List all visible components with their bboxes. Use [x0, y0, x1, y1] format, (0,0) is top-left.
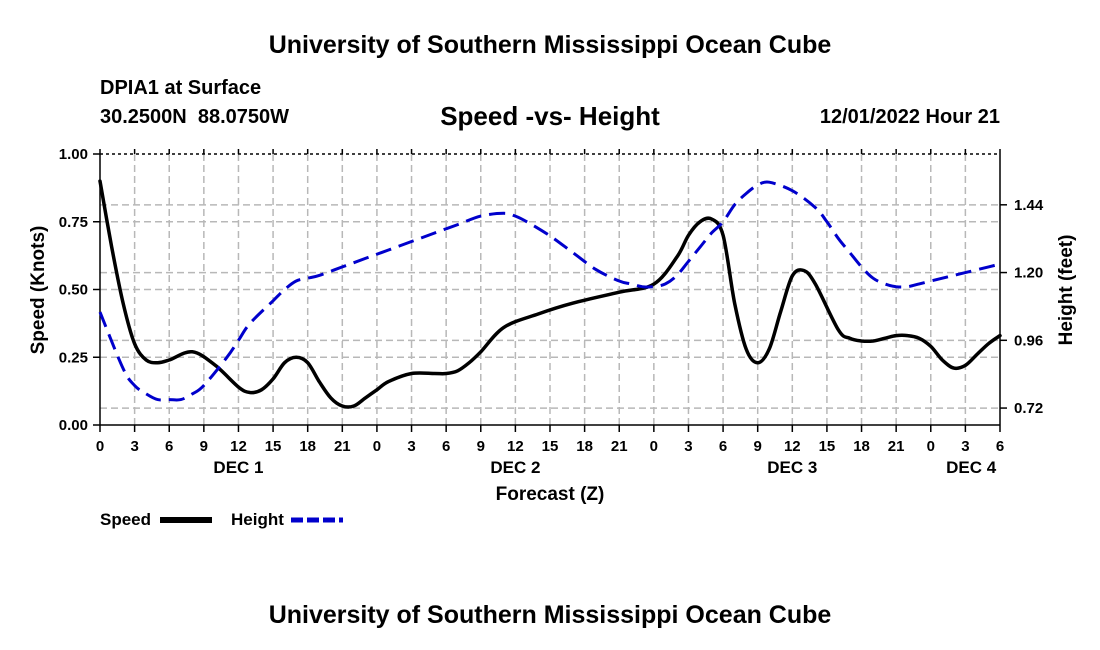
legend-height-label: Height [231, 510, 284, 529]
y-axis-title: Speed (Knots) [28, 226, 49, 355]
y-tick-label: 1.00 [59, 146, 88, 163]
x-tick-label: 21 [611, 438, 628, 455]
station-label: DPIA1 at Surface [100, 77, 262, 99]
station-coordinates: 30.2500N 88.0750W [100, 106, 290, 128]
x-tick-label: 0 [373, 438, 381, 455]
x-tick-label: 9 [754, 438, 762, 455]
x-tick-label: 21 [888, 438, 905, 455]
x-tick-label: 3 [684, 438, 692, 455]
date-label: DEC 4 [946, 458, 997, 477]
x-tick-label: 18 [299, 438, 316, 455]
y-tick-label: 0.00 [59, 417, 88, 434]
y2-tick-label: 1.44 [1014, 197, 1044, 214]
axis-ticks [93, 149, 1007, 432]
y-tick-label: 0.50 [59, 282, 88, 299]
x-tick-label: 15 [265, 438, 282, 455]
x-tick-label: 6 [996, 438, 1004, 455]
footer-title: University of Southern Mississippi Ocean… [268, 601, 832, 629]
x-tick-label: 3 [961, 438, 969, 455]
date-label: DEC 1 [213, 458, 263, 477]
x-tick-label: 3 [130, 438, 138, 455]
x-tick-label: 12 [507, 438, 524, 455]
y2-tick-label: 0.96 [1014, 332, 1043, 349]
axis-tick-labels: 0 3 6 9 12 15 18 21 0 3 6 9 12 15 18 21 0 3 6 9 12 15 18 21 0 3 6 0… [59, 146, 1044, 477]
legend-speed-label: Speed [100, 510, 151, 529]
x-tick-label: 6 [719, 438, 727, 455]
x-tick-label: 18 [853, 438, 870, 455]
y-tick-label: 0.25 [59, 349, 88, 366]
x-tick-label: 15 [819, 438, 836, 455]
x-tick-label: 3 [407, 438, 415, 455]
plot-title: Speed -vs- Height [440, 101, 660, 131]
x-tick-label: 21 [334, 438, 351, 455]
x-axis-title: Forecast (Z) [496, 484, 605, 505]
x-tick-label: 18 [576, 438, 593, 455]
y2-tick-label: 1.20 [1014, 265, 1043, 282]
forecast-datetime: 12/01/2022 Hour 21 [819, 106, 1000, 128]
y-tick-label: 0.75 [59, 214, 88, 231]
x-tick-label: 6 [165, 438, 173, 455]
x-tick-label: 0 [650, 438, 658, 455]
x-tick-label: 12 [784, 438, 801, 455]
speed-series-line [98, 179, 1002, 409]
x-tick-label: 12 [230, 438, 247, 455]
x-tick-label: 0 [96, 438, 104, 455]
x-tick-label: 9 [477, 438, 485, 455]
speed-height-chart: 0 3 6 9 12 15 18 21 0 3 6 9 12 15 18 21 0 3 6 9 12 15 18 21 0 3 6 0… [28, 146, 1077, 529]
y2-axis-title: Height (feet) [1056, 235, 1077, 346]
date-label: DEC 2 [490, 458, 540, 477]
x-tick-label: 0 [927, 438, 935, 455]
report-title: University of Southern Mississippi Ocean… [268, 31, 832, 59]
series-lines [98, 179, 1002, 409]
date-label: DEC 3 [767, 458, 817, 477]
x-tick-label: 6 [442, 438, 450, 455]
x-tick-label: 9 [200, 438, 208, 455]
x-tick-label: 15 [542, 438, 559, 455]
y2-tick-label: 0.72 [1014, 400, 1043, 417]
